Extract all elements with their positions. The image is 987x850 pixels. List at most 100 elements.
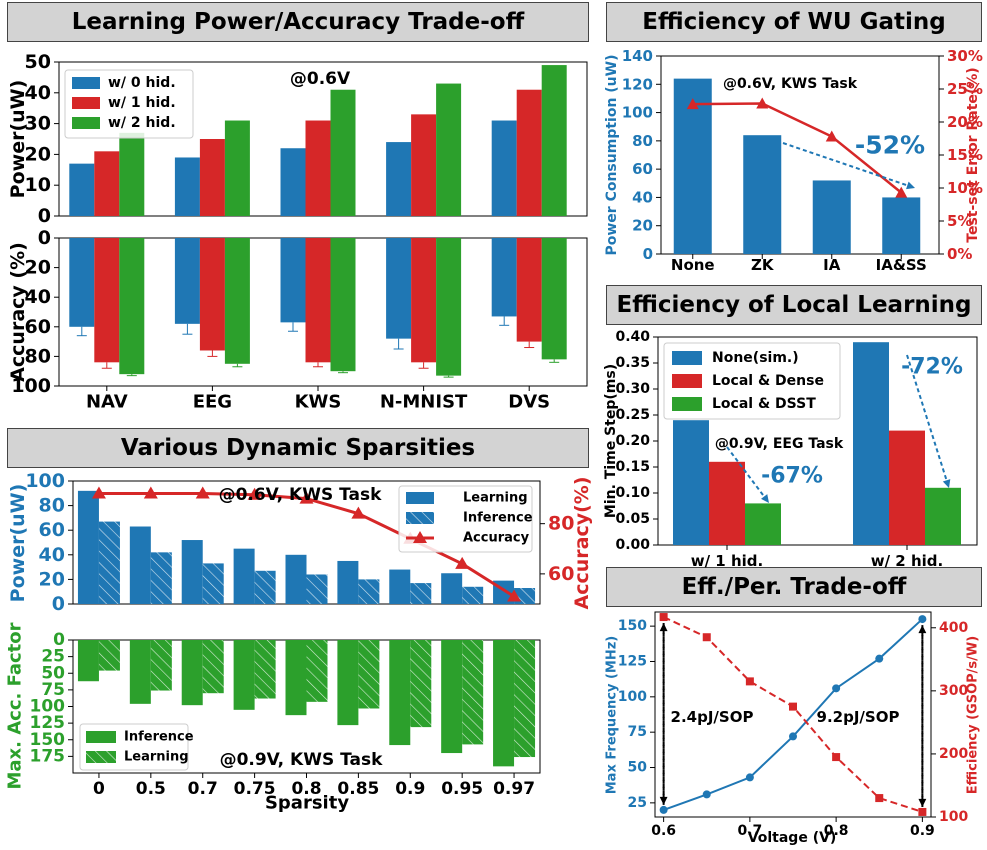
sparsity-acc-inference-bar xyxy=(233,640,255,710)
sparsity-power-ytick-label: 60 xyxy=(39,519,65,541)
learning-power-bar xyxy=(305,120,331,216)
sparsity-acc-inference-bar xyxy=(337,640,359,726)
wu-gating-ytick-label: 100 xyxy=(622,104,653,122)
sparsity-power-accuracy-marker xyxy=(455,556,470,569)
learning-accuracy-xtick-label: N-MNIST xyxy=(380,392,468,413)
wu-gating-error-marker xyxy=(756,97,769,109)
wu-gating-annotation: @0.6V, KWS Task xyxy=(723,76,858,92)
local-learning-reduction-2: -72% xyxy=(901,355,963,380)
learning-power-bar xyxy=(386,142,412,216)
eff-per-ytick-label: 100 xyxy=(618,689,647,705)
local-learning-ytick-label: 0.40 xyxy=(615,329,650,345)
sparsity-acc-legend-swatch xyxy=(86,751,116,763)
eff-per-y2tick-label: 300 xyxy=(939,683,968,699)
learning-accuracy-bar xyxy=(119,238,145,375)
wu-gating-y2tick-label: 5% xyxy=(947,212,972,230)
sparsity-power-accuracy-marker xyxy=(507,589,522,602)
eff-per-efficiency-marker xyxy=(875,794,884,803)
learning-accuracy-bar xyxy=(174,238,200,324)
local-learning-ylabel: Min. Time Step(ms) xyxy=(603,364,619,518)
learning-power-bar xyxy=(199,139,225,216)
sparsity-power-ytick-label: 20 xyxy=(39,568,65,590)
local-learning-arrow-2-head xyxy=(942,479,951,488)
local-learning-reduction-1: -67% xyxy=(761,464,823,489)
sparsity-power-inference-bar xyxy=(410,583,432,604)
sparsity-acc-xtick-label: 0.95 xyxy=(441,779,483,799)
learning-accuracy-xtick-label: DVS xyxy=(508,392,550,413)
wu-gating-y2tick-label: 25% xyxy=(947,80,983,98)
learning-accuracy-bar xyxy=(199,238,225,351)
local-learning-legend-swatch xyxy=(672,374,702,388)
sparsity-acc-ytick-label: 50 xyxy=(41,663,65,683)
sparsity-acc-xtick-label: 0.97 xyxy=(493,779,535,799)
wu-gating-arrow-head xyxy=(906,181,915,190)
eff-per-arrow-left-up-head xyxy=(659,623,668,632)
local-learning-legend-label: Local & DSST xyxy=(712,396,816,412)
learning-power-bar xyxy=(516,89,542,216)
sparsity-power-accuracy-marker xyxy=(143,486,158,499)
sparsity-power-inference-bar xyxy=(98,521,120,604)
learning-accuracy-ytick-label: 40 xyxy=(25,286,51,308)
wu-gating-ytick-label: 80 xyxy=(632,132,653,150)
eff-per-frequency-marker xyxy=(659,805,668,814)
learning-power-bar xyxy=(541,65,567,216)
sparsity-acc-ytick-label: 0 xyxy=(53,630,65,650)
local-learning-bar xyxy=(745,503,781,545)
eff-per-efficiency-marker xyxy=(702,633,711,642)
learning-accuracy-bar xyxy=(280,238,306,323)
sparsity-acc-ytick-label: 175 xyxy=(30,746,66,766)
sparsity-acc-inference-bar xyxy=(441,640,463,754)
learning-power-bar xyxy=(224,120,250,216)
eff-per-ytick-label: 75 xyxy=(628,724,647,740)
sparsity-power-learning-bar xyxy=(285,554,307,604)
eff-per-frequency-marker xyxy=(745,773,754,782)
local-learning-ytick-label: 0.25 xyxy=(615,407,650,423)
learning-power-ytick-label: 40 xyxy=(25,82,51,104)
wu-gating-ytick-label: 40 xyxy=(632,188,653,206)
eff-per-y2tick-label: 100 xyxy=(939,809,968,825)
sparsity-acc-ytick-label: 75 xyxy=(41,680,65,700)
wu-gating-ylabel: Power Consumption (uW) xyxy=(604,54,620,255)
sparsity-acc-learning-bar xyxy=(202,640,224,694)
sparsity-acc-xtick-label: 0.85 xyxy=(337,779,379,799)
sparsity-power-accuracy-marker xyxy=(351,506,366,519)
sparsity-power-ytick-label: 0 xyxy=(52,593,65,615)
learning-power-bar xyxy=(280,148,306,216)
sparsity-power-accuracy-marker xyxy=(299,491,314,504)
learning-power-bar xyxy=(491,120,517,216)
learning-accuracy-ylabel: Accuracy (%) xyxy=(7,242,29,382)
sparsity-acc-learning-bar xyxy=(410,640,432,728)
eff-per-xtick-label: 0.6 xyxy=(651,823,676,839)
sparsity-power-ytick-label: 40 xyxy=(39,544,65,566)
sparsity-power-ytick-label: 80 xyxy=(39,495,65,517)
learning-accuracy-ytick-label: 20 xyxy=(25,257,51,279)
wu-gating-ytick-label: 0 xyxy=(643,245,653,263)
local-learning-ytick-label: 0.05 xyxy=(615,511,650,527)
learning-accuracy-bar xyxy=(491,238,517,317)
learning-power-bar xyxy=(94,151,120,216)
eff-per-efficiency-marker xyxy=(745,677,754,686)
learning-power-legend-swatch xyxy=(72,77,100,89)
wu-gating-y2tick-label: 15% xyxy=(947,146,983,164)
eff-per-ylabel: Max Frequency (MHz) xyxy=(605,636,620,795)
local-learning-legend xyxy=(663,342,841,420)
sparsity-power-learning-bar xyxy=(129,526,151,604)
eff-per-frequency-marker xyxy=(702,790,711,799)
sparsity-acc-xtick-label: 0.7 xyxy=(188,779,218,799)
sparsity-power-learning-bar xyxy=(233,548,255,604)
eff-per-xtick-label: 0.7 xyxy=(737,823,762,839)
eff-per-annotation-right: 9.2pJ/SOP xyxy=(817,708,900,726)
learning-power-legend-label: w/ 1 hid. xyxy=(108,95,176,111)
wu-gating-error-marker xyxy=(895,186,908,198)
learning-power-ytick-label: 20 xyxy=(25,143,51,165)
sparsity-acc-legend-label: Inference xyxy=(124,730,194,745)
learning-power-bar xyxy=(436,83,462,216)
eff-per-efficiency-marker xyxy=(789,702,797,711)
learning-accuracy-bar xyxy=(69,238,95,327)
eff-per-xlabel: Voltage (V) xyxy=(748,830,837,846)
local-learning-ytick-label: 0.20 xyxy=(615,433,650,449)
wu-gating-bar xyxy=(743,135,782,254)
sparsity-acc-ylabel: Max. Acc. Factor xyxy=(5,622,26,789)
learning-power-legend-swatch xyxy=(72,97,100,109)
